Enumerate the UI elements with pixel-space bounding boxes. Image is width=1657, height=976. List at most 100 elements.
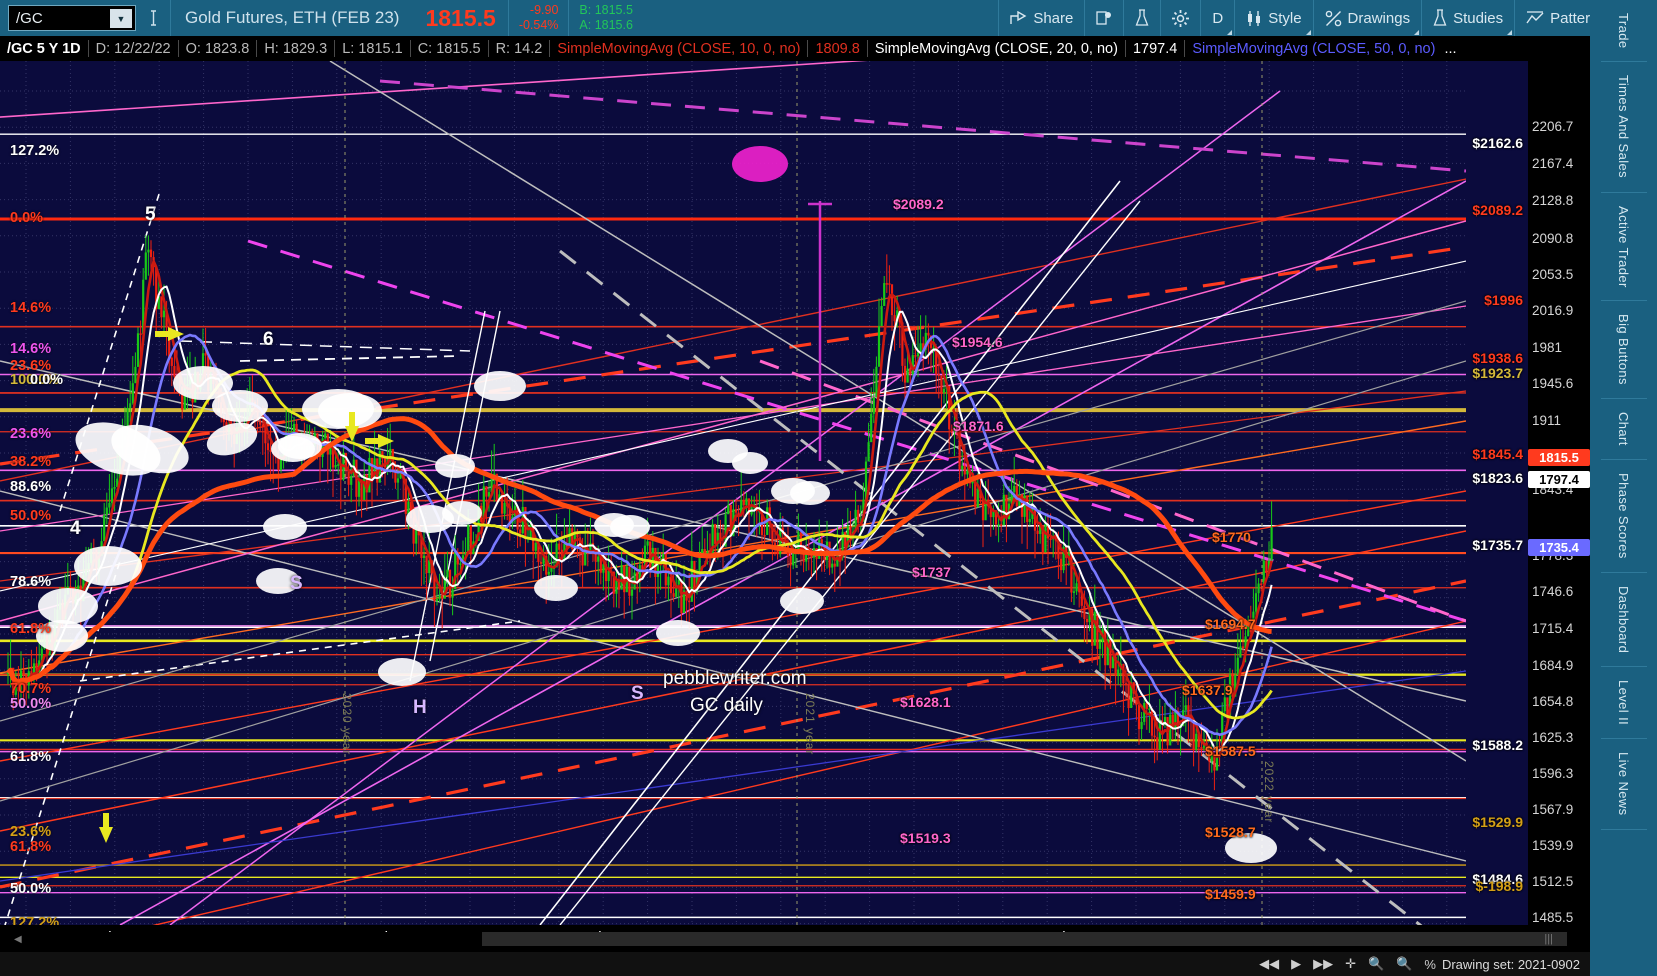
ohlc-date: D: 12/22/22 — [95, 40, 171, 57]
level-label-right: $2089.2 — [1472, 202, 1523, 218]
scrollbar-thumb[interactable]: ||| — [482, 932, 1567, 946]
level-label-inner: $1694.7 — [1205, 616, 1256, 632]
ohlc-open: O: 1823.8 — [185, 40, 250, 57]
study-sma20-value: 1797.4 — [1132, 40, 1178, 57]
timeframe-button[interactable]: D — [1201, 0, 1234, 36]
zoom-out-icon[interactable]: 🔍 — [1396, 956, 1413, 971]
fib-level-label: 0.0% — [10, 210, 44, 226]
rail-item-chart[interactable]: Chart — [1616, 412, 1631, 447]
symbol-input[interactable] — [9, 9, 101, 27]
fib-level-label: 23.6% — [10, 824, 52, 840]
share-button[interactable]: Share — [999, 0, 1084, 36]
rail-item-active-trader[interactable]: Active Trader — [1616, 205, 1631, 288]
bid-value: B: 1815.5 — [579, 3, 633, 17]
level-label-inner: $1519.3 — [900, 830, 951, 846]
price-tick: 1746.6 — [1532, 584, 1574, 599]
study-sma10-value: 1809.8 — [815, 40, 860, 57]
fib-level-label: 23.6% — [10, 358, 52, 374]
level-label-right: $1588.2 — [1472, 737, 1523, 753]
watermark-site: pebblewriter.com — [663, 668, 807, 689]
level-label-right: $1529.9 — [1472, 814, 1523, 830]
level-label-right: $1484.6 — [1472, 871, 1523, 887]
share-label: Share — [1033, 9, 1074, 27]
price-tick: 1485.5 — [1532, 910, 1574, 925]
price-tick: 2090.8 — [1532, 231, 1574, 246]
study-sma50-name[interactable]: SimpleMovingAvg (CLOSE, 50, 0, no) — [1192, 40, 1436, 57]
prev-icon[interactable]: ◀◀ — [1259, 956, 1280, 971]
level-label-inner: $1637.9 — [1182, 682, 1233, 698]
fib-level-label: 50.0% — [10, 508, 52, 524]
level-label-right: $-198.9 — [1475, 878, 1523, 894]
price-tick: 2053.5 — [1532, 267, 1574, 282]
price-tick: 1981 — [1532, 340, 1563, 355]
rail-item-level-ii[interactable]: Level II — [1616, 679, 1631, 726]
last-price: 1815.5 — [425, 4, 496, 31]
fib-level-label: 61.8% — [10, 749, 52, 765]
studies-button[interactable]: Studies — [1422, 0, 1514, 36]
divider — [1600, 459, 1647, 461]
level-label-inner: $1459.9 — [1205, 886, 1256, 902]
price-marker[interactable]: 1815.5 — [1528, 449, 1590, 466]
divider — [1600, 191, 1647, 193]
rail-item-live-news[interactable]: Live News — [1616, 752, 1631, 816]
price-tick: 1654.8 — [1532, 694, 1574, 709]
symbol-input-wrap[interactable]: ▼ — [8, 5, 136, 31]
chevron-down-icon[interactable]: ▼ — [110, 9, 132, 28]
level-label-inner: $1770 — [1212, 529, 1251, 545]
level-label-right: $1823.6 — [1472, 470, 1523, 486]
year-marker-2022: 2022 year — [1262, 761, 1276, 824]
rail-item-dashboard[interactable]: Dashboard — [1616, 585, 1631, 653]
next-icon[interactable]: ▶▶ — [1313, 956, 1334, 971]
fib-level-label: 14.6% — [10, 341, 52, 357]
price-tick: 1512.5 — [1532, 874, 1574, 889]
horizontal-scrollbar[interactable]: ◀ ||| — [12, 932, 1572, 946]
price-tick: 2016.9 — [1532, 303, 1574, 318]
divider — [1600, 665, 1647, 667]
divider — [507, 0, 509, 36]
rail-item-times-and-sales[interactable]: Times And Sales — [1616, 75, 1631, 179]
study-sma10-name[interactable]: SimpleMovingAvg (CLOSE, 10, 0, no) — [557, 40, 801, 57]
link-icon[interactable] — [136, 0, 170, 36]
rail-item-trade[interactable]: Trade — [1616, 13, 1631, 49]
style-button[interactable]: Style — [1235, 0, 1312, 36]
zoom-in-icon[interactable]: 🔍 — [1368, 956, 1385, 971]
fib-level-label: 100.0% — [10, 372, 60, 388]
level-label-right: $1938.6 — [1472, 350, 1523, 366]
change-absolute: -9.90 — [529, 3, 559, 17]
level-label-inner: $1628.1 — [900, 694, 951, 710]
gear-icon[interactable] — [1161, 0, 1200, 36]
ohlc-range: R: 14.2 — [495, 40, 543, 57]
top-toolbar: ▼ Gold Futures, ETH (FEB 23) 1815.5 -9.9… — [0, 0, 1657, 36]
chart-annotation: 4 — [70, 518, 81, 539]
fib-level-label: 50.0% — [10, 881, 52, 897]
watermark-subtitle: GC daily — [690, 695, 763, 716]
level-label-right: $1996 — [1484, 292, 1523, 308]
change-percent: -0.54% — [518, 18, 559, 32]
chart-info-bar: /GC 5 Y 1D D: 12/22/22 O: 1823.8 H: 1829… — [0, 36, 1657, 61]
play-icon[interactable]: ▶ — [1291, 956, 1302, 971]
plot-area[interactable] — [0, 61, 1466, 925]
divider — [1600, 738, 1647, 740]
fib-level-label: 70.7% — [10, 681, 52, 697]
level-label-inner: $1954.6 — [952, 334, 1003, 350]
fib-level-label: 127.2% — [10, 915, 60, 925]
price-marker[interactable]: 1735.4 — [1528, 539, 1590, 556]
price-marker[interactable]: 1797.4 — [1528, 471, 1590, 488]
price-tick: 1911 — [1532, 413, 1562, 428]
percent-scale-icon[interactable]: % — [1424, 956, 1436, 972]
rail-item-phase-scores[interactable]: Phase Scores — [1616, 473, 1631, 559]
level-label-right: $1845.4 — [1472, 446, 1523, 462]
flask-icon[interactable] — [1124, 0, 1160, 36]
infobar-overflow[interactable]: ... — [1444, 40, 1457, 57]
drawings-button[interactable]: Drawings — [1314, 0, 1422, 36]
scroll-left-arrow[interactable]: ◀ — [14, 934, 22, 945]
price-axis[interactable]: 2206.7 2167.4 2128.8 2090.8 2053.5 2016.9 1981… — [1528, 61, 1590, 925]
study-sma20-name[interactable]: SimpleMovingAvg (CLOSE, 20, 0, no) — [874, 40, 1118, 57]
level-label-inner: $1587.5 — [1205, 743, 1256, 759]
crosshair-icon[interactable]: ✛ — [1345, 956, 1357, 971]
price-chart[interactable]: $2162.6 $2089.2 $1996 $1938.6 $1923.7 $1845.4… — [0, 61, 1528, 925]
rail-item-big-buttons[interactable]: Big Buttons — [1616, 314, 1631, 386]
price-tick: 2206.7 — [1532, 119, 1574, 134]
note-icon[interactable] — [1085, 0, 1123, 36]
divider — [1600, 300, 1647, 302]
